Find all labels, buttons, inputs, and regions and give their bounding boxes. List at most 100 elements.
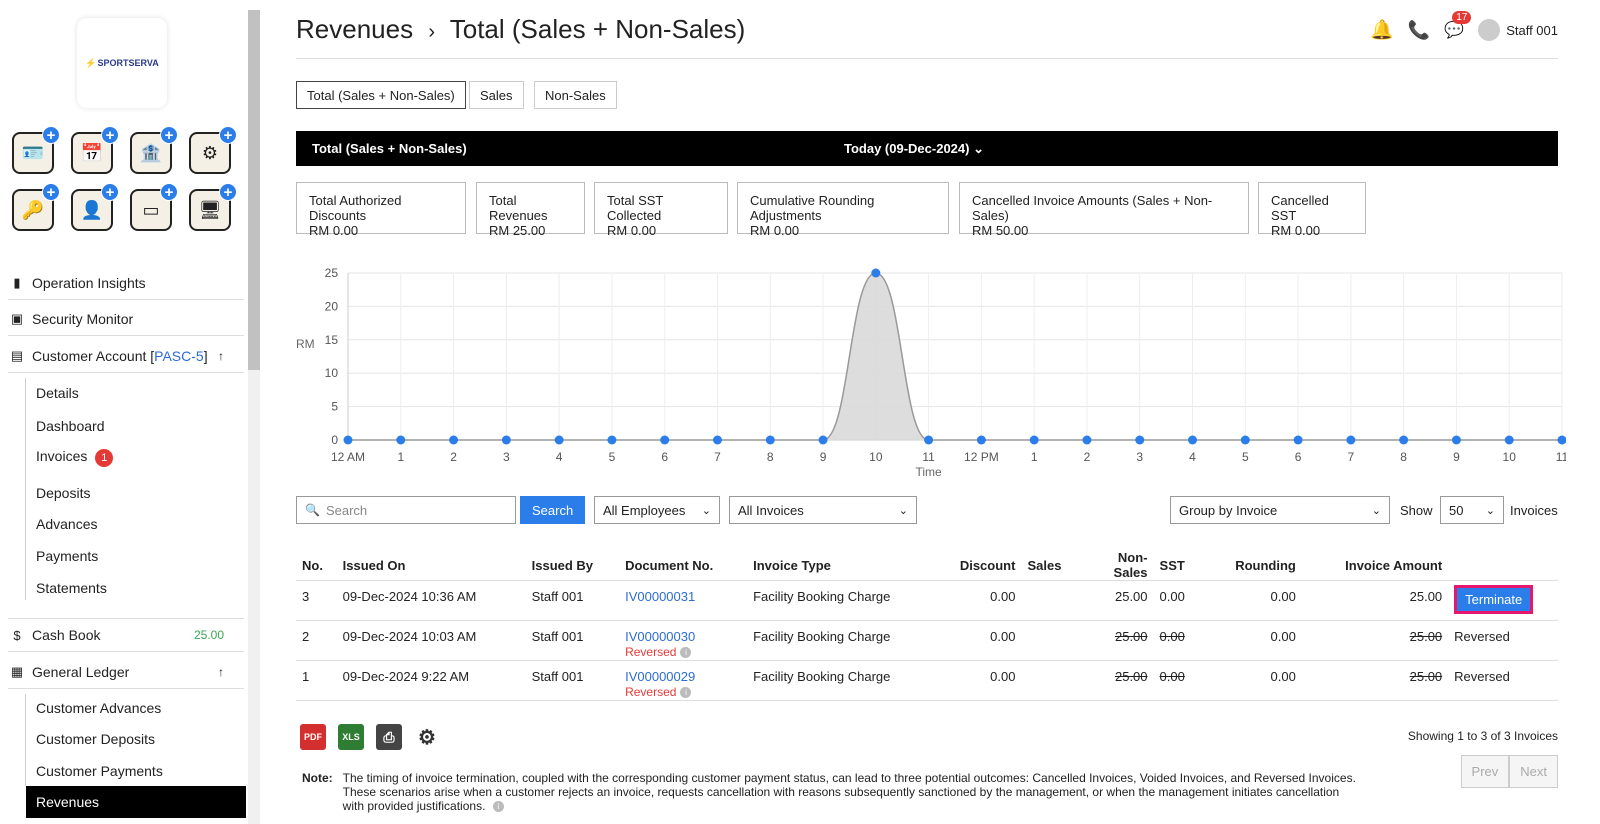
data-point[interactable] xyxy=(660,435,670,445)
data-point[interactable] xyxy=(1346,435,1356,445)
page-size-select[interactable]: 50 ⌄ xyxy=(1440,496,1504,524)
notifications-icon[interactable]: 💬 17 xyxy=(1444,11,1472,40)
reversed-status: Reversed i xyxy=(625,645,741,659)
date-selector[interactable]: Today (09-Dec-2024) ⌄ xyxy=(844,141,984,157)
collapse-arrow-icon[interactable]: ↑ xyxy=(218,348,224,363)
nav-label: Customer Account [ xyxy=(32,347,155,364)
xls-icon[interactable]: XLS xyxy=(338,724,364,750)
prev-button[interactable]: Prev xyxy=(1460,755,1510,788)
info-icon[interactable]: i xyxy=(680,687,692,699)
sidebar-item-advances[interactable]: Advances xyxy=(36,516,98,532)
invoices-label: Invoices xyxy=(36,448,88,464)
data-point[interactable] xyxy=(1451,435,1461,445)
tile-bank[interactable]: 🏦 + xyxy=(130,126,178,174)
chevron-down-icon: ⌄ xyxy=(898,504,908,517)
cell-rounding: 0.00 xyxy=(1210,660,1302,701)
sidebar-item-deposits[interactable]: Deposits xyxy=(36,485,91,501)
customer-code[interactable]: PASC-5 xyxy=(154,347,204,364)
data-point[interactable] xyxy=(1188,435,1198,445)
tile-card-reader[interactable]: ▭ + xyxy=(130,183,178,231)
nav-customer-account[interactable]: ▤ Customer Account [PASC-5] ↑ xyxy=(8,339,244,373)
invoices-select[interactable]: All Invoices ⌄ xyxy=(729,496,917,524)
document-link[interactable]: IV00000031 xyxy=(625,589,696,604)
nav-cash-book[interactable]: $ Cash Book 25.00 xyxy=(8,618,244,652)
sidebar-item-customer-advances[interactable]: Customer Advances xyxy=(36,700,162,716)
tile-devices[interactable]: ⚙ + xyxy=(189,126,237,174)
sidebar-item-customer-payments[interactable]: Customer Payments xyxy=(36,763,163,779)
phone-icon[interactable]: 📞 xyxy=(1407,19,1431,40)
scrollbar-thumb[interactable] xyxy=(248,10,260,370)
pdf-icon[interactable]: PDF xyxy=(300,724,326,750)
cell-amount: 25.00 xyxy=(1301,620,1449,661)
sidebar-item-details[interactable]: Details xyxy=(36,385,79,401)
tile-login-screen[interactable]: 🖥 + xyxy=(189,183,237,231)
sidebar-item-revenues[interactable]: Revenues xyxy=(26,786,246,818)
data-point[interactable] xyxy=(1293,435,1303,445)
settings-icon[interactable]: ⚙ xyxy=(414,724,440,750)
cell-issued-by: Staff 001 xyxy=(525,660,620,701)
data-point[interactable] xyxy=(924,435,934,445)
tab-total[interactable]: Total (Sales + Non-Sales) xyxy=(296,81,466,109)
x-tick-label: 10 xyxy=(869,450,883,464)
breadcrumb-revenues[interactable]: Revenues xyxy=(296,14,414,44)
search-icon: 🔍 xyxy=(305,503,320,517)
data-point[interactable] xyxy=(607,435,617,445)
x-tick-label: 12 PM xyxy=(964,450,999,464)
document-link[interactable]: IV00000029 xyxy=(625,669,696,684)
sidebar-item-customer-deposits[interactable]: Customer Deposits xyxy=(36,731,156,747)
employees-select[interactable]: All Employees ⌄ xyxy=(594,496,720,524)
data-point[interactable] xyxy=(976,435,986,445)
data-point[interactable] xyxy=(712,435,722,445)
sidebar-item-invoices[interactable]: Invoices 1 xyxy=(36,448,114,467)
next-button[interactable]: Next xyxy=(1509,755,1558,788)
info-icon[interactable]: i xyxy=(492,801,504,813)
print-icon[interactable]: ⎙ xyxy=(376,724,402,750)
nav-operation-insights[interactable]: ▮ Operation Insights xyxy=(8,266,244,300)
tile-id-card[interactable]: 🪪 + xyxy=(12,126,60,174)
data-point[interactable] xyxy=(554,435,564,445)
data-point[interactable] xyxy=(1082,435,1092,445)
data-point[interactable] xyxy=(396,435,406,445)
terminate-button[interactable]: Terminate xyxy=(1454,585,1534,614)
stat-sst: Total SST Collected RM 0.00 xyxy=(594,182,728,238)
sidebar-item-payments[interactable]: Payments xyxy=(36,548,99,564)
data-point[interactable] xyxy=(1504,435,1514,445)
data-point[interactable] xyxy=(1557,435,1567,445)
data-point[interactable] xyxy=(871,268,881,278)
data-point[interactable] xyxy=(343,435,353,445)
data-point[interactable] xyxy=(765,435,775,445)
logo[interactable]: ⚡ SPORTSERVA xyxy=(77,18,167,108)
cell-discount: 0.00 xyxy=(919,620,1022,661)
collapse-arrow-icon[interactable]: ↑ xyxy=(218,664,224,679)
data-point[interactable] xyxy=(1240,435,1250,445)
tile-staff[interactable]: 👤 + xyxy=(71,183,119,231)
ledger-icon: ▦ xyxy=(10,663,24,679)
sidebar-item-dashboard[interactable]: Dashboard xyxy=(36,418,105,434)
tab-sales[interactable]: Sales xyxy=(469,81,524,109)
data-point[interactable] xyxy=(1029,435,1039,445)
tile-calendar[interactable]: 📅 + xyxy=(71,126,119,174)
document-link[interactable]: IV00000030 xyxy=(625,629,696,644)
nav-security-monitor[interactable]: ▣ Security Monitor xyxy=(8,302,244,336)
data-point[interactable] xyxy=(818,435,828,445)
sidebar-scrollbar[interactable] xyxy=(248,10,260,824)
data-point[interactable] xyxy=(449,435,459,445)
sidebar-item-statements[interactable]: Statements xyxy=(36,580,107,596)
search-input[interactable]: 🔍 Search xyxy=(296,496,516,524)
cell-discount: 0.00 xyxy=(919,580,1022,621)
group-select[interactable]: Group by Invoice ⌄ xyxy=(1170,496,1390,524)
nav-general-ledger[interactable]: ▦ General Ledger ↑ xyxy=(8,655,244,689)
nav-label: ] xyxy=(203,347,208,364)
bell-icon[interactable]: 🔔 xyxy=(1370,20,1394,41)
user-menu[interactable]: Staff 001 xyxy=(1478,19,1558,41)
id-card-icon: 🪪 xyxy=(21,142,45,163)
tab-non-sales[interactable]: Non-Sales xyxy=(534,81,617,109)
data-point[interactable] xyxy=(1399,435,1409,445)
data-point[interactable] xyxy=(1135,435,1145,445)
stat-label: Total SST Collected xyxy=(607,193,664,223)
search-button[interactable]: Search xyxy=(520,496,586,524)
tile-key-card[interactable]: 🔑 + xyxy=(12,183,60,231)
table-row: 3 09-Dec-2024 10:36 AM Staff 001 IV00000… xyxy=(296,580,1558,621)
info-icon[interactable]: i xyxy=(680,647,692,659)
data-point[interactable] xyxy=(501,435,511,445)
